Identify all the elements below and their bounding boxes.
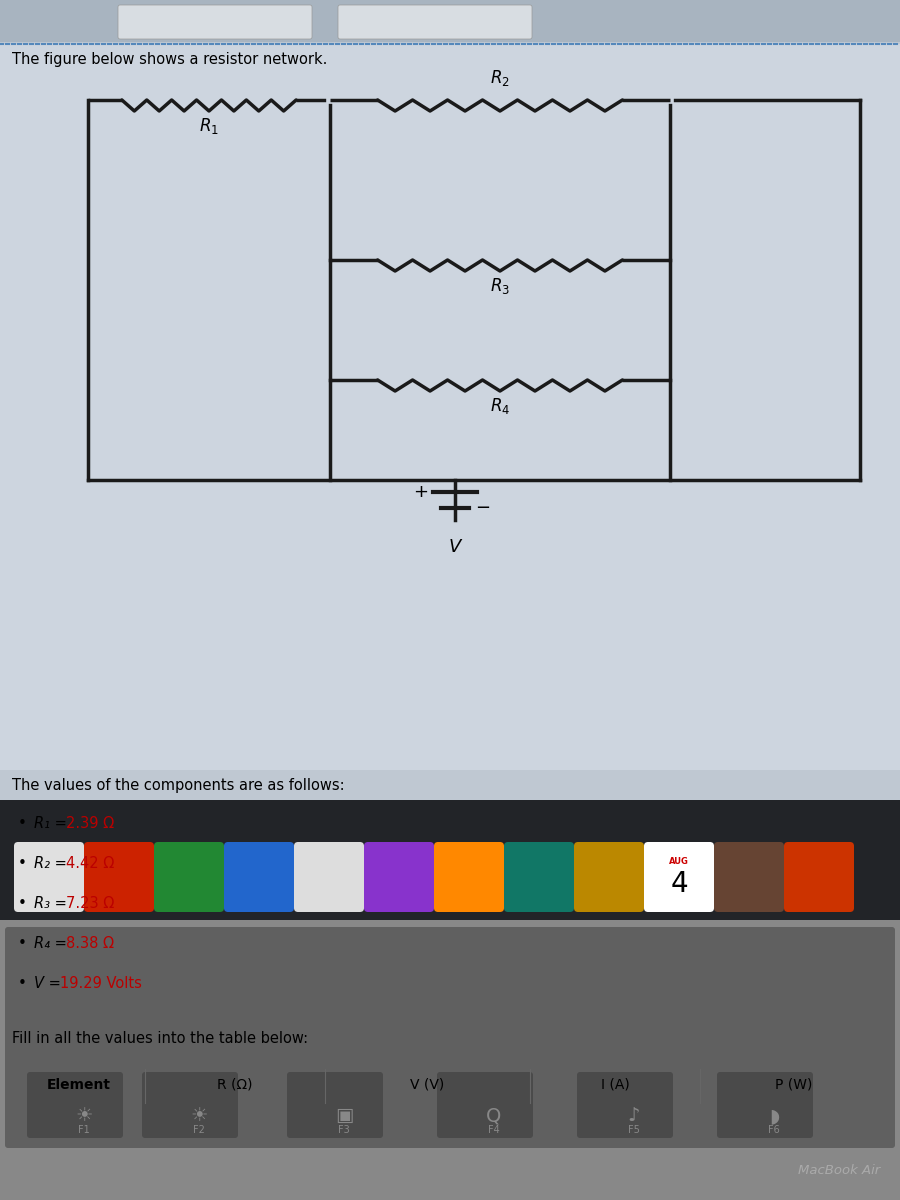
Text: 8.38 Ω: 8.38 Ω (67, 936, 114, 950)
Text: V: V (449, 538, 461, 556)
FancyBboxPatch shape (784, 842, 854, 912)
FancyBboxPatch shape (0, 0, 900, 42)
Text: $R_3$: $R_3$ (490, 276, 510, 296)
Text: 7.23 Ω: 7.23 Ω (67, 896, 115, 911)
Text: V =: V = (34, 976, 66, 991)
FancyBboxPatch shape (338, 5, 532, 38)
Text: F2: F2 (194, 1126, 205, 1135)
Text: 2.39 Ω: 2.39 Ω (67, 816, 114, 830)
Text: •: • (18, 856, 27, 871)
FancyBboxPatch shape (577, 1072, 673, 1138)
Text: •: • (18, 936, 27, 950)
FancyBboxPatch shape (224, 842, 294, 912)
Text: The figure below shows a resistor network.: The figure below shows a resistor networ… (12, 52, 328, 67)
FancyBboxPatch shape (0, 920, 900, 1200)
FancyBboxPatch shape (27, 1072, 123, 1138)
Text: 19.29 Volts: 19.29 Volts (60, 976, 142, 991)
Text: R₄ =: R₄ = (34, 936, 71, 950)
Text: F3: F3 (338, 1126, 350, 1135)
FancyBboxPatch shape (0, 44, 900, 770)
Text: −: − (475, 499, 491, 517)
FancyBboxPatch shape (142, 1072, 238, 1138)
FancyBboxPatch shape (14, 842, 84, 912)
Text: ☀: ☀ (76, 1106, 93, 1126)
Text: V (V): V (V) (410, 1078, 445, 1092)
FancyBboxPatch shape (0, 800, 900, 920)
Text: ◗: ◗ (769, 1106, 779, 1126)
FancyBboxPatch shape (12, 1069, 890, 1103)
FancyBboxPatch shape (5, 926, 895, 1148)
Text: ☀: ☀ (190, 1106, 208, 1126)
Text: ♪: ♪ (628, 1106, 640, 1126)
FancyBboxPatch shape (504, 842, 574, 912)
Text: $R_2$: $R_2$ (491, 68, 510, 88)
FancyBboxPatch shape (294, 842, 364, 912)
Text: Element: Element (47, 1078, 111, 1092)
FancyBboxPatch shape (434, 842, 504, 912)
Text: P (W): P (W) (775, 1078, 813, 1092)
Text: R₂ =: R₂ = (34, 856, 71, 871)
Text: •: • (18, 896, 27, 911)
FancyBboxPatch shape (154, 842, 224, 912)
Text: The values of the components are as follows:: The values of the components are as foll… (12, 778, 345, 793)
Text: +: + (413, 482, 428, 502)
FancyBboxPatch shape (574, 842, 644, 912)
Text: F1: F1 (78, 1126, 90, 1135)
FancyBboxPatch shape (84, 842, 154, 912)
Text: $R_4$: $R_4$ (490, 396, 510, 416)
FancyBboxPatch shape (714, 842, 784, 912)
Text: AUG: AUG (669, 857, 689, 866)
FancyBboxPatch shape (437, 1072, 533, 1138)
FancyBboxPatch shape (717, 1072, 813, 1138)
FancyBboxPatch shape (364, 842, 434, 912)
Text: 4: 4 (670, 870, 688, 899)
Text: Q: Q (486, 1106, 501, 1126)
Text: R₁ =: R₁ = (34, 816, 71, 830)
Text: R₃ =: R₃ = (34, 896, 71, 911)
Text: F4: F4 (488, 1126, 500, 1135)
FancyBboxPatch shape (118, 5, 312, 38)
Text: I (A): I (A) (600, 1078, 629, 1092)
Text: R (Ω): R (Ω) (217, 1078, 253, 1092)
Text: $R_1$: $R_1$ (199, 116, 219, 136)
Text: 4.42 Ω: 4.42 Ω (67, 856, 115, 871)
Text: MacBook Air: MacBook Air (797, 1164, 880, 1176)
FancyBboxPatch shape (287, 1072, 383, 1138)
Text: Fill in all the values into the table below:: Fill in all the values into the table be… (12, 1031, 308, 1046)
Text: •: • (18, 976, 27, 991)
Text: •: • (18, 816, 27, 830)
Text: F6: F6 (768, 1126, 780, 1135)
FancyBboxPatch shape (644, 842, 714, 912)
Text: F5: F5 (628, 1126, 640, 1135)
Text: ▣: ▣ (335, 1106, 353, 1126)
